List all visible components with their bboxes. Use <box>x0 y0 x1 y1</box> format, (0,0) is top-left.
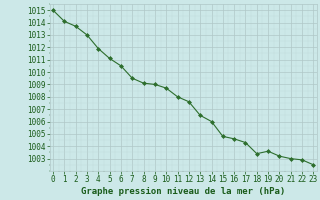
X-axis label: Graphe pression niveau de la mer (hPa): Graphe pression niveau de la mer (hPa) <box>81 187 285 196</box>
